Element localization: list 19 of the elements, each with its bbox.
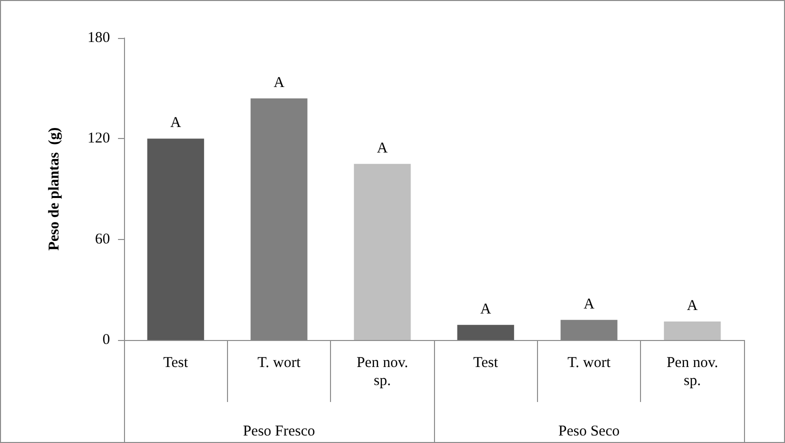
data-label: A — [480, 301, 492, 318]
y-tick-label: 60 — [95, 231, 110, 248]
data-label: A — [686, 298, 698, 314]
text: Peso Seco — [558, 424, 620, 440]
x-tick-label: Test — [473, 355, 499, 371]
y-tick-label: 0 — [102, 332, 110, 348]
y-tick-label: 120 — [88, 130, 110, 147]
data-label: A — [584, 296, 595, 312]
x-tick-label: Pen nov. sp. — [666, 355, 718, 389]
data-label: A — [376, 140, 388, 156]
y-axis-title: Peso de plantas (g) — [46, 127, 62, 251]
y-tick-label: 180 — [88, 30, 110, 46]
text: Peso Fresco — [242, 424, 316, 440]
data-label: A — [170, 115, 182, 132]
data-label: A — [274, 74, 285, 91]
x-tick-label: Test — [163, 355, 189, 371]
x-tick-label: Pen nov. sp. — [356, 355, 408, 389]
x-tick-label: T. wort — [257, 355, 302, 371]
x-tick-label: T. wort — [567, 355, 612, 371]
